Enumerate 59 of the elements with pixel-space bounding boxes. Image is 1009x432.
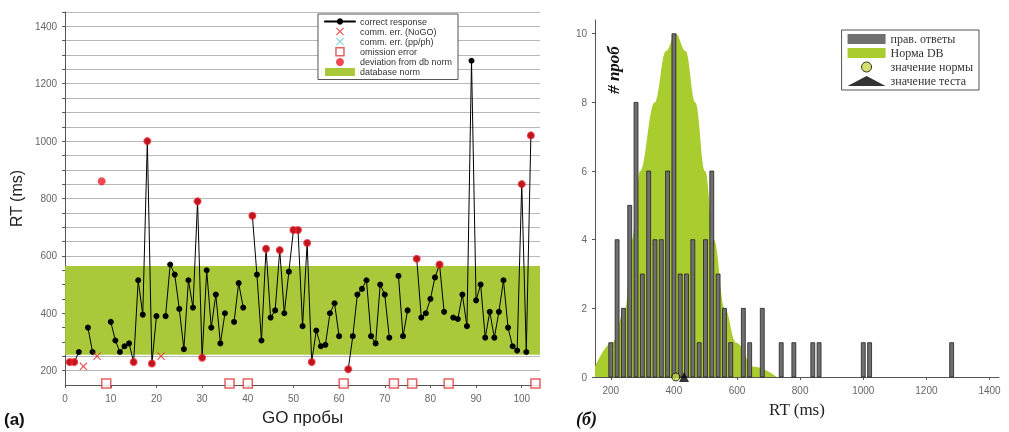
point bbox=[338, 378, 349, 389]
legend-label: correct response bbox=[359, 16, 427, 27]
y-tick-label: 1000 bbox=[34, 135, 58, 147]
x-tick-label: 1000 bbox=[852, 384, 875, 396]
legend-label: database norm bbox=[359, 67, 420, 77]
y-axis-title: RT (ms) bbox=[7, 169, 25, 228]
x-tick-label: 600 bbox=[728, 384, 746, 396]
point bbox=[406, 378, 418, 389]
point bbox=[530, 378, 541, 389]
x-tick-label: 40 bbox=[242, 392, 254, 404]
text: (a) bbox=[4, 410, 25, 429]
y-tick-label: 4 bbox=[581, 234, 588, 246]
y-tick-label: 8 bbox=[581, 96, 588, 108]
x-tick-label: 10 bbox=[105, 392, 117, 404]
y-tick-label: 2 bbox=[581, 302, 588, 314]
legend-label: comm. err. (NoGO) bbox=[359, 26, 437, 37]
x-axis-title: RT (ms) bbox=[769, 400, 825, 419]
y-tick-label: 10 bbox=[575, 28, 588, 40]
x-tick-label: 1400 bbox=[978, 384, 1002, 396]
y-tick-label: 400 bbox=[40, 307, 58, 319]
x-tick-label: 400 bbox=[665, 384, 683, 396]
x-tick-label: 70 bbox=[379, 392, 391, 404]
y-tick-label: 0 bbox=[581, 371, 588, 383]
legend-label: значение нормы bbox=[890, 60, 973, 74]
point bbox=[97, 177, 106, 186]
point bbox=[224, 378, 235, 389]
point bbox=[388, 378, 400, 389]
x-tick-label: 50 bbox=[287, 392, 300, 404]
point bbox=[79, 362, 88, 371]
x-tick-label: 1200 bbox=[915, 384, 938, 396]
legend-label: deviation from db norm bbox=[359, 57, 452, 67]
legend-label: Норма DB bbox=[890, 46, 944, 60]
x-tick-label: 800 bbox=[791, 384, 809, 396]
x-tick-label: 30 bbox=[196, 392, 209, 404]
x-tick-label: 100 bbox=[513, 392, 531, 404]
point bbox=[157, 352, 166, 361]
x-tick-label: 20 bbox=[150, 392, 163, 404]
x-tick-label: 90 bbox=[470, 392, 483, 404]
point bbox=[100, 378, 112, 389]
y-tick-label: 800 bbox=[40, 193, 58, 204]
y-axis-title: # проб bbox=[603, 44, 623, 95]
point bbox=[443, 378, 454, 389]
legend-label: omission error bbox=[359, 46, 417, 57]
legend-label: comm. err. (pp/ph) bbox=[359, 36, 434, 47]
x-tick-label: 200 bbox=[602, 384, 620, 396]
x-tick-label: 80 bbox=[424, 392, 437, 404]
y-tick-label: 6 bbox=[581, 165, 588, 177]
y-tick-label: 600 bbox=[40, 250, 58, 262]
x-tick-label: 0 bbox=[62, 392, 69, 404]
y-tick-label: 1200 bbox=[34, 78, 58, 90]
legend-label: прав. ответы bbox=[890, 32, 956, 46]
y-tick-label: 1400 bbox=[34, 20, 58, 32]
point bbox=[242, 378, 254, 389]
x-axis-title: GO пробы bbox=[261, 408, 344, 427]
point bbox=[93, 352, 102, 361]
y-tick-label: 200 bbox=[40, 365, 58, 377]
x-tick-label: 60 bbox=[333, 392, 346, 404]
legend-label: значение теста bbox=[890, 74, 967, 88]
text: (б) bbox=[576, 409, 597, 430]
